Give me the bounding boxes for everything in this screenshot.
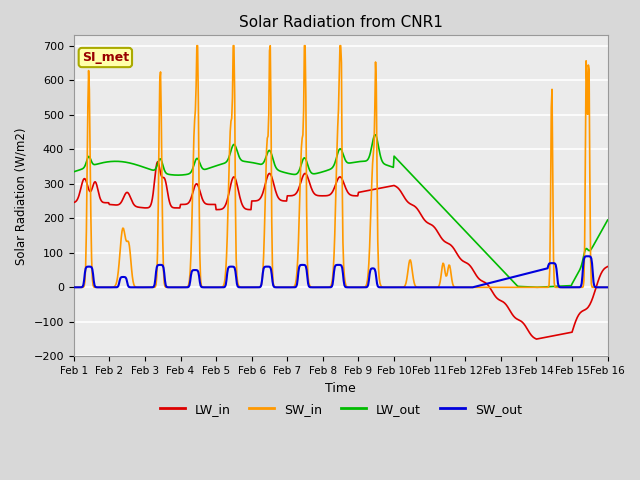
- SW_in: [333, 146, 341, 152]
- LW_in: [532, 336, 540, 342]
- LW_out: [332, 156, 340, 161]
- Title: Solar Radiation from CNR1: Solar Radiation from CNR1: [239, 15, 443, 30]
- Text: SI_met: SI_met: [82, 51, 129, 64]
- SW_in: [70, 285, 77, 290]
- SW_in: [211, 285, 218, 290]
- LW_out: [385, 163, 393, 169]
- SW_out: [438, 285, 445, 290]
- LW_in: [333, 178, 341, 184]
- LW_out: [70, 169, 77, 175]
- LW_in: [556, 332, 564, 337]
- LW_out: [556, 283, 564, 289]
- LW_in: [188, 193, 195, 199]
- Line: LW_in: LW_in: [74, 162, 607, 339]
- SW_in: [461, 285, 469, 290]
- SW_out: [70, 285, 77, 290]
- SW_out: [584, 253, 591, 259]
- SW_out: [187, 273, 195, 278]
- LW_in: [70, 200, 77, 205]
- LW_in: [438, 235, 445, 241]
- SW_in: [556, 285, 564, 290]
- SW_out: [604, 285, 611, 290]
- SW_in: [385, 285, 393, 290]
- SW_in: [438, 269, 445, 275]
- Line: SW_out: SW_out: [74, 256, 607, 288]
- Y-axis label: Solar Radiation (W/m2): Solar Radiation (W/m2): [15, 127, 28, 264]
- SW_out: [390, 285, 398, 290]
- SW_out: [556, 284, 563, 290]
- LW_out: [210, 164, 218, 169]
- LW_out: [532, 285, 540, 290]
- Line: SW_in: SW_in: [74, 46, 607, 288]
- LW_in: [604, 264, 611, 269]
- LW_out: [371, 132, 379, 138]
- LW_in: [385, 184, 393, 190]
- LW_out: [604, 217, 611, 223]
- LW_out: [187, 169, 195, 175]
- SW_out: [332, 262, 340, 268]
- X-axis label: Time: Time: [325, 382, 356, 395]
- LW_in: [211, 202, 218, 207]
- Legend: LW_in, SW_in, LW_out, SW_out: LW_in, SW_in, LW_out, SW_out: [155, 398, 527, 420]
- SW_in: [187, 252, 195, 258]
- Line: LW_out: LW_out: [74, 135, 607, 288]
- SW_in: [193, 43, 201, 48]
- SW_out: [210, 285, 218, 290]
- LW_in: [154, 159, 161, 165]
- SW_out: [384, 285, 392, 290]
- SW_in: [604, 285, 611, 290]
- LW_out: [438, 203, 445, 209]
